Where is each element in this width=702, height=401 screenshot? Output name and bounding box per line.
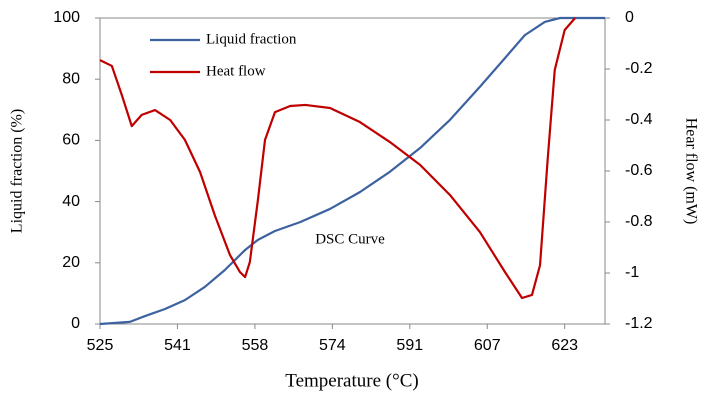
y-tick-label: 20: [62, 254, 80, 271]
annotation: DSC Curve: [315, 231, 385, 247]
y2-axis-label: Hear flow (mW): [682, 118, 699, 225]
y2-tick-label: -0.6: [625, 162, 653, 179]
x-tick-label: 541: [164, 337, 191, 354]
y2-tick-label: -0.4: [625, 111, 653, 128]
x-axis-label: Temperature (°C): [285, 370, 418, 391]
y-tick-label: 80: [62, 70, 80, 87]
x-tick-label: 574: [319, 337, 346, 354]
x-tick-label: 525: [87, 337, 114, 354]
plot-frame: [99, 17, 606, 325]
y-tick-label: 100: [53, 9, 80, 26]
y-tick-label: 40: [62, 193, 80, 210]
series-line: [99, 17, 576, 300]
x-tick-label: 591: [396, 337, 423, 354]
legend-label: Heat flow: [206, 63, 266, 79]
y2-tick-label: -1: [625, 264, 639, 281]
x-tick-label: 623: [551, 337, 578, 354]
y2-tick-label: 0: [625, 9, 634, 26]
y2-tick-label: -0.8: [625, 213, 653, 230]
y2-tick-label: -0.2: [625, 60, 653, 77]
y-axis-label: Liquid fraction (%): [9, 109, 26, 233]
x-tick-label: 607: [474, 337, 501, 354]
x-tick-label: 558: [242, 337, 269, 354]
y-tick-label: 0: [71, 315, 80, 332]
y2-tick-label: -1.2: [625, 315, 653, 332]
legend-label: Liquid fraction: [206, 31, 297, 47]
series-line: [99, 16, 605, 326]
y-tick-label: 60: [62, 132, 80, 149]
